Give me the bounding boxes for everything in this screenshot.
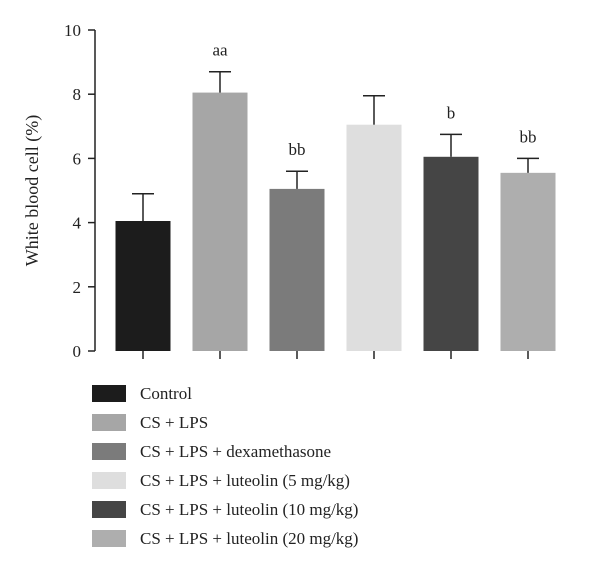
legend-label: CS + LPS + luteolin (10 mg/kg) [140, 500, 358, 519]
y-axis-ticks: 0 2 4 6 8 10 [64, 21, 95, 361]
y-tick-label: 2 [73, 278, 82, 297]
y-tick-label: 6 [73, 149, 82, 168]
legend-label: CS + LPS + luteolin (20 mg/kg) [140, 529, 358, 548]
legend-swatch [92, 472, 126, 489]
bar [423, 156, 479, 351]
y-tick-label: 8 [73, 85, 82, 104]
bar [500, 172, 556, 351]
legend-label: CS + LPS + luteolin (5 mg/kg) [140, 471, 350, 490]
legend-label: Control [140, 384, 192, 403]
bar [269, 188, 325, 351]
y-tick-label: 10 [64, 21, 81, 40]
bar [115, 220, 171, 351]
bar [192, 92, 248, 351]
legend-label: CS + LPS + dexamethasone [140, 442, 331, 461]
bar [346, 124, 402, 351]
significance-label: aa [212, 41, 228, 60]
significance-label: bb [289, 140, 306, 159]
significance-label: bb [520, 127, 537, 146]
y-axis-label: White blood cell (%) [22, 115, 43, 266]
legend-label: CS + LPS [140, 413, 208, 432]
x-axis-ticks [142, 351, 529, 359]
legend-swatch [92, 385, 126, 402]
y-tick-label: 4 [73, 214, 82, 233]
legend: Control CS + LPS CS + LPS + dexamethasone C… [92, 384, 358, 548]
legend-swatch [92, 443, 126, 460]
legend-swatch [92, 501, 126, 518]
legend-swatch [92, 530, 126, 547]
y-tick-label: 0 [73, 342, 82, 361]
legend-swatch [92, 414, 126, 431]
significance-label: b [447, 103, 456, 122]
